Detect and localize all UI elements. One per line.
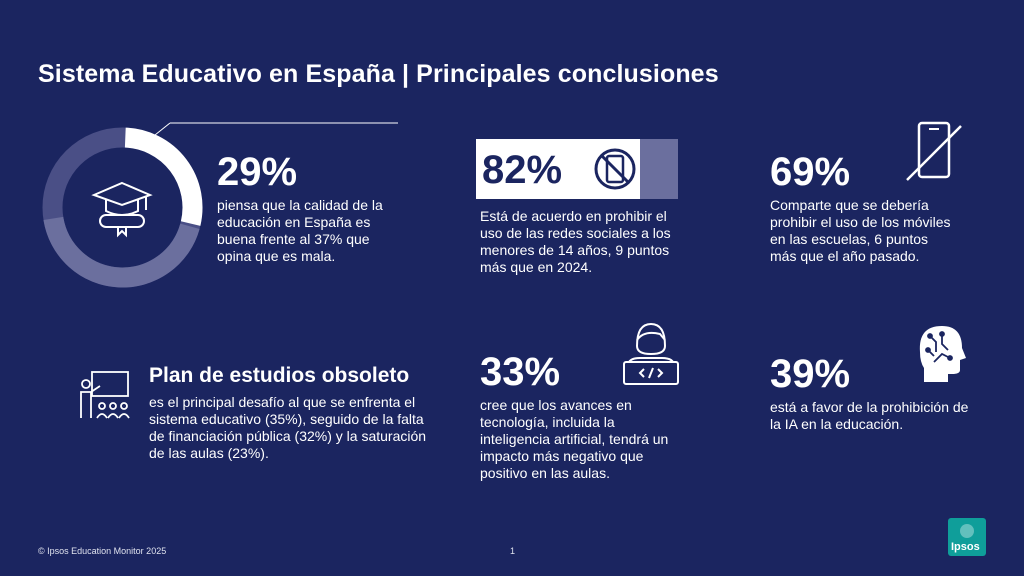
stat-29-text: piensa que la calidad de la educación en …	[217, 197, 383, 264]
crossed-phone-icon	[906, 121, 962, 181]
logo-mark-icon	[960, 524, 974, 538]
plan-heading: Plan de estudios obsoleto	[149, 364, 410, 387]
donut-arc-value	[124, 127, 203, 226]
developer-laptop-icon	[623, 322, 679, 385]
stat-69-text: Comparte que se debería prohibir el uso d…	[770, 197, 951, 264]
stat-82-value: 82%	[482, 148, 563, 192]
stat-69-value: 69%	[770, 150, 851, 194]
ai-head-icon	[919, 326, 966, 382]
footer-source: © Ipsos Education Monitor 2025	[38, 546, 167, 556]
callout-line	[154, 122, 398, 136]
stat-29-value: 29%	[217, 150, 298, 194]
stat-82-box: 82%	[476, 139, 678, 199]
stat-82-text: Está de acuerdo en prohibir el uso de las…	[480, 208, 671, 275]
stat-39-text: está a favor de la prohibición de la IA e…	[770, 399, 969, 432]
donut-chart	[42, 127, 203, 288]
graduation-cap-diploma-icon	[91, 181, 153, 238]
no-phone-icon	[594, 148, 636, 190]
stat-39-value: 39%	[770, 352, 851, 396]
ipsos-logo: Ipsos	[948, 518, 986, 556]
plan-text: es el principal desafío al que se enfren…	[149, 394, 427, 461]
page-number: 1	[510, 546, 516, 556]
donut-arc-mid	[43, 216, 200, 288]
stat-33-text: cree que los avances en tecnología, inclu…	[480, 397, 669, 481]
page-title: Sistema Educativo en España | Principale…	[38, 60, 719, 88]
teacher-classroom-icon	[80, 371, 130, 419]
stat-33-value: 33%	[480, 350, 561, 394]
